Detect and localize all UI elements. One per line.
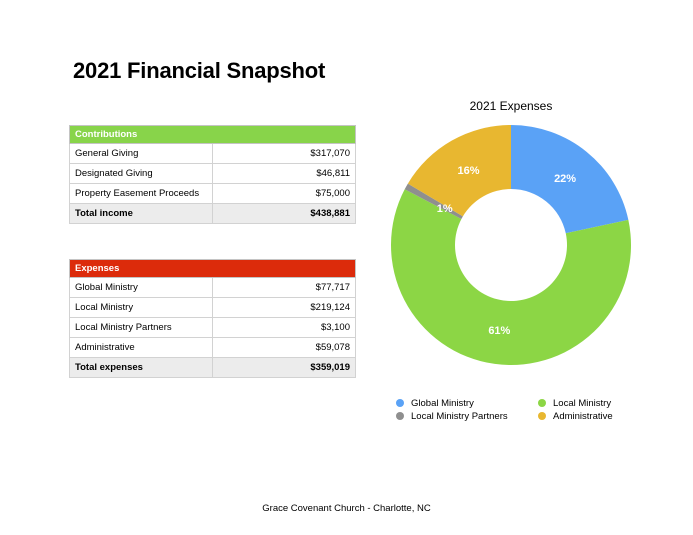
table-row: Administrative $59,078 [69, 337, 356, 358]
expenses-header-row: Expenses [69, 259, 356, 278]
slice-label-administrative: 16% [457, 165, 479, 177]
expenses-donut-chart: 22% 61% 1% 16% [391, 125, 631, 365]
row-label: Administrative [69, 337, 213, 358]
donut-slice-local-ministry-partners [404, 183, 463, 220]
total-expenses-row: Total expenses $359,019 [69, 357, 356, 378]
row-amount: $75,000 [212, 183, 356, 204]
chart-title: 2021 Expenses [469, 99, 553, 113]
legend-item-administrative: Administrative [538, 410, 638, 422]
table-row: Designated Giving $46,811 [69, 163, 356, 184]
table-row: Property Easement Proceeds $75,000 [69, 183, 356, 204]
row-label: Designated Giving [69, 163, 213, 184]
slice-label-local-ministry-partners: 1% [437, 203, 453, 215]
legend-label: Local Ministry Partners [411, 410, 508, 422]
row-label: Property Easement Proceeds [69, 183, 213, 204]
legend-label: Local Ministry [553, 397, 612, 409]
total-expenses-label: Total expenses [69, 357, 213, 378]
row-amount: $317,070 [212, 143, 356, 164]
contributions-header-row: Contributions [69, 125, 356, 144]
table-row: General Giving $317,070 [69, 143, 356, 164]
row-label: General Giving [69, 143, 213, 164]
table-row: Local Ministry Partners $3,100 [69, 317, 356, 338]
page-footer: Grace Covenant Church - Charlotte, NC [262, 503, 431, 514]
slice-label-global-ministry: 22% [554, 173, 576, 185]
donut-slice-administrative [407, 125, 511, 217]
row-amount: $77,717 [212, 277, 356, 298]
row-amount: $3,100 [212, 317, 356, 338]
total-income-label: Total income [69, 203, 213, 224]
row-amount: $219,124 [212, 297, 356, 318]
legend-swatch [538, 399, 546, 407]
row-amount: $59,078 [212, 337, 356, 358]
legend-item-local-ministry-partners: Local Ministry Partners [396, 410, 538, 422]
slice-label-local-ministry: 61% [488, 325, 510, 337]
legend-label: Global Ministry [411, 397, 474, 409]
total-income-amount: $438,881 [212, 203, 356, 224]
total-expenses-amount: $359,019 [212, 357, 356, 378]
legend-swatch [396, 412, 404, 420]
table-row: Global Ministry $77,717 [69, 277, 356, 298]
donut-slice-global-ministry [511, 125, 629, 234]
contributions-table: Contributions General Giving $317,070 De… [69, 125, 356, 224]
row-label: Global Ministry [69, 277, 213, 298]
legend-item-local-ministry: Local Ministry [538, 397, 638, 409]
expenses-header: Expenses [69, 259, 356, 278]
donut-slice-local-ministry [391, 189, 631, 365]
contributions-header: Contributions [69, 125, 356, 144]
table-row: Local Ministry $219,124 [69, 297, 356, 318]
page-title: 2021 Financial Snapshot [73, 58, 326, 83]
chart-legend: Global Ministry Local Ministry Local Min… [396, 397, 636, 422]
row-label: Local Ministry [69, 297, 213, 318]
legend-item-global-ministry: Global Ministry [396, 397, 538, 409]
legend-swatch [538, 412, 546, 420]
legend-label: Administrative [553, 410, 613, 422]
row-label: Local Ministry Partners [69, 317, 213, 338]
total-income-row: Total income $438,881 [69, 203, 356, 224]
legend-swatch [396, 399, 404, 407]
row-amount: $46,811 [212, 163, 356, 184]
expenses-table: Expenses Global Ministry $77,717 Local M… [69, 259, 356, 378]
